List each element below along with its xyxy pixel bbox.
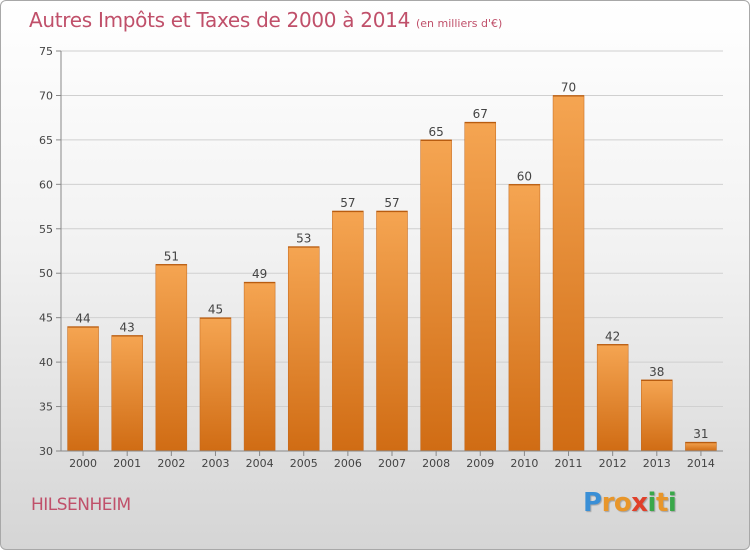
x-tick-label-2011: 2011	[555, 457, 583, 470]
bars	[67, 95, 717, 452]
logo-letter: P	[583, 488, 602, 518]
x-tick-label-2000: 2000	[69, 457, 97, 470]
y-tick-label: 55	[39, 223, 53, 236]
data-label-2004: 49	[252, 267, 267, 281]
data-label-2002: 51	[164, 249, 179, 263]
bar-2006	[332, 210, 364, 452]
data-label-2013: 38	[649, 365, 664, 379]
bar-2002	[155, 264, 188, 452]
bar-2011	[552, 95, 585, 452]
x-tick-label-2006: 2006	[334, 457, 362, 470]
logo-letter: x	[631, 488, 648, 518]
y-tick-label: 35	[39, 401, 53, 414]
x-tick-label-2010: 2010	[510, 457, 538, 470]
data-label-2005: 53	[296, 232, 311, 246]
y-tick-label: 70	[39, 89, 53, 102]
x-tick-label-2008: 2008	[422, 457, 450, 470]
y-tick-label: 40	[39, 356, 53, 369]
bar-2005	[287, 246, 320, 452]
y-tick-label: 45	[39, 312, 53, 325]
labels: 30 35 40 45 50 55 60 65 70 75 44 2000 43 2001 51 2002 45…	[39, 45, 715, 470]
bar-2001	[111, 335, 143, 452]
x-tick-label-2004: 2004	[246, 457, 274, 470]
bar-2009	[464, 121, 497, 452]
bar-2000	[67, 326, 99, 452]
data-label-2007: 57	[384, 196, 399, 210]
bar-2007	[376, 210, 408, 452]
data-label-2009: 67	[473, 107, 488, 121]
x-tick-label-2001: 2001	[113, 457, 141, 470]
data-label-2000: 44	[75, 312, 90, 326]
proxiti-logo: Proxiti	[583, 488, 677, 518]
logo-letter: t	[655, 488, 668, 518]
bar-2008	[420, 139, 452, 452]
logo-letter: r	[601, 488, 615, 518]
bar-2013	[641, 379, 673, 452]
data-label-2010: 60	[517, 169, 532, 183]
bar-2014	[685, 441, 717, 452]
x-tick-label-2007: 2007	[378, 457, 406, 470]
commune-name: HILSENHEIM	[31, 495, 131, 515]
data-label-2014: 31	[693, 427, 708, 441]
data-label-2003: 45	[208, 303, 223, 317]
x-tick-label-2009: 2009	[466, 457, 494, 470]
data-label-2012: 42	[605, 329, 620, 343]
y-tick-label: 65	[39, 134, 53, 147]
x-tick-label-2003: 2003	[201, 457, 229, 470]
bar-2003	[199, 317, 232, 452]
axes	[56, 50, 723, 456]
x-tick-label-2002: 2002	[157, 457, 185, 470]
y-tick-label: 75	[39, 45, 53, 58]
y-tick-label: 60	[39, 178, 53, 191]
logo-letter: i	[667, 488, 677, 518]
data-label-2006: 57	[340, 196, 355, 210]
y-tick-label: 30	[39, 445, 53, 458]
x-tick-label-2014: 2014	[687, 457, 715, 470]
bar-2004	[243, 281, 276, 452]
chart-title-text: Autres Impôts et Taxes de 2000 à 2014	[29, 8, 410, 32]
x-tick-label-2013: 2013	[643, 457, 671, 470]
x-tick-label-2005: 2005	[290, 457, 318, 470]
x-tick-label-2012: 2012	[599, 457, 627, 470]
y-tick-label: 50	[39, 267, 53, 280]
bar-2012	[596, 344, 629, 452]
chart-title: Autres Impôts et Taxes de 2000 à 2014 (en…	[29, 7, 502, 37]
logo-letter: i	[647, 488, 657, 518]
data-label-2001: 43	[120, 320, 135, 334]
bar-2010	[508, 184, 541, 452]
data-label-2011: 70	[561, 80, 576, 94]
logo-letter: o	[613, 488, 632, 518]
data-label-2008: 65	[428, 125, 443, 139]
chart-title-unit: (en milliers d'€)	[416, 17, 503, 30]
